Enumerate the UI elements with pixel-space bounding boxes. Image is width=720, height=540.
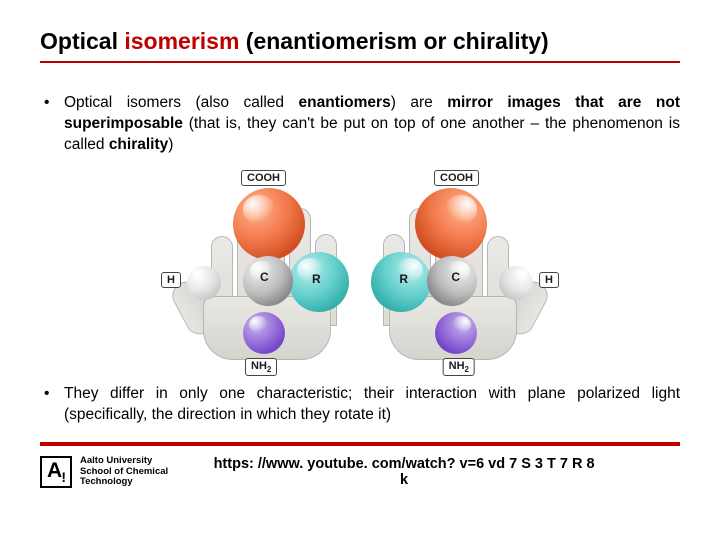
- footer: A Aalto University School of Chemical Te…: [40, 446, 680, 489]
- youtube-link: https: //www. youtube. com/watch? v=6 vd…: [208, 456, 680, 488]
- title-underline: [40, 61, 680, 63]
- atom-nh2: [243, 312, 285, 354]
- atom-c: [427, 256, 477, 306]
- bullet-item: • They differ in only one characteristic…: [40, 384, 680, 426]
- bullet-list-2: • They differ in only one characteristic…: [40, 384, 680, 440]
- atom-h: [187, 266, 221, 300]
- tag-nh2: NH2: [443, 358, 475, 376]
- slide-title: Optical isomerism (enantiomerism or chir…: [40, 28, 680, 55]
- atom-r: [289, 252, 349, 312]
- bullet-dot-icon: •: [44, 93, 64, 156]
- tag-nh2: NH2: [245, 358, 277, 376]
- bullet-item: • Optical isomers (also called enantiome…: [40, 93, 680, 156]
- atom-c: [243, 256, 293, 306]
- bullet-text: They differ in only one characteristic; …: [64, 384, 680, 426]
- atom-cooh: [233, 188, 305, 260]
- atom-r: [371, 252, 431, 312]
- title-plain: Optical: [40, 28, 124, 54]
- atom-h: [499, 266, 533, 300]
- molecule-left: C R COOH H NH2: [183, 208, 353, 358]
- logo-text: Aalto University School of Chemical Tech…: [80, 456, 168, 489]
- aalto-logo: A Aalto University School of Chemical Te…: [40, 456, 168, 489]
- bullet-text: Optical isomers (also called enantiomers…: [64, 93, 680, 156]
- atom-nh2: [435, 312, 477, 354]
- enantiomer-diagram: C R COOH H NH2 C R COOH H NH2: [40, 174, 680, 370]
- bullet-dot-icon: •: [44, 384, 64, 426]
- atom-cooh: [415, 188, 487, 260]
- molecule-right: C R COOH H NH2: [367, 208, 537, 358]
- title-accent: isomerism: [124, 28, 239, 54]
- bullet-list: • Optical isomers (also called enantiome…: [40, 93, 680, 170]
- logo-mark-icon: A: [40, 456, 72, 488]
- title-rest: (enantiomerism or chirality): [239, 28, 548, 54]
